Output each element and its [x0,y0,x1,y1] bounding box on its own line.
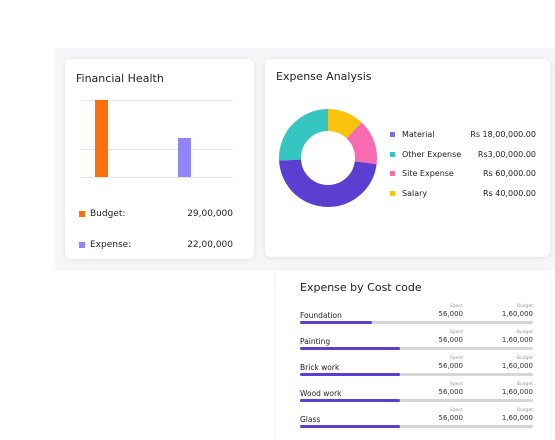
budget-column: Budget 1,60,000 [502,356,533,371]
grid-line [81,149,233,150]
legend-label: Site Expense [402,169,454,179]
expense-analysis-title: Expense Analysis [276,70,372,83]
budget-column: Budget 1,60,000 [502,330,533,345]
donut-segment[interactable] [279,109,377,207]
cost-code-name: Foundation [300,311,342,320]
spent-label: Spent [449,382,463,387]
spent-value: 56,000 [438,388,464,396]
budget-label: Budget [516,382,533,387]
budget-column: Budget 1,60,000 [502,382,533,397]
legend-value: Rs 60,000.00 [483,169,536,179]
budget-value: 29,00,000 [187,209,233,219]
spent-value: 56,000 [438,336,464,344]
budget-value: 1,60,000 [501,362,533,370]
progress-fill [300,347,401,350]
legend-item: Site Expense Rs 60,000.00 [390,164,536,184]
expense-label: Expense: [90,240,132,250]
spent-value: 56,000 [438,310,464,318]
cost-code-name: Glass [300,415,321,424]
cost-code-card: Expense by Cost code Foundation Spent 56,0… [276,270,550,440]
legend-value: Rs3,00,000.00 [477,149,536,159]
legend-swatch [390,151,395,157]
expense-bar[interactable] [178,137,191,177]
spent-column: Spent 56,000 [439,356,464,371]
progress-track [300,321,533,324]
grid-line [81,100,233,101]
legend-budget: Budget: 29,00,000 [79,209,233,219]
spent-column: Spent 56,000 [439,330,464,345]
progress-fill [300,321,373,324]
financial-health-title: Financial Health [76,72,164,85]
budget-label: Budget [516,330,533,335]
spent-label: Spent [449,304,463,309]
legend-swatch [390,190,395,196]
legend-item: Salary Rs 40,000.00 [390,184,536,204]
budget-value: 1,60,000 [501,414,533,422]
progress-fill [300,425,401,428]
progress-track [300,373,533,376]
legend-value: Rs 40,000.00 [483,188,536,198]
spent-label: Spent [449,330,463,335]
budget-label: Budget [516,408,533,413]
legend-label: Salary [402,188,428,198]
progress-track [300,425,533,428]
budget-value: 1,60,000 [501,388,533,396]
legend-label: Other Expense [402,149,462,159]
spent-column: Spent 56,000 [439,408,464,423]
cost-code-name: Painting [300,337,331,346]
budget-value: 1,60,000 [501,336,533,344]
legend-label: Material [402,130,435,140]
progress-track [300,399,533,402]
cost-code-row[interactable]: Painting Spent 56,000 Budget 1,60,000 [300,330,533,356]
expense-analysis-card: Expense Analysis Material Rs 18,00,000.00… [265,59,550,257]
expense-value: 22,00,000 [187,240,233,250]
financial-health-chart [65,59,254,189]
progress-fill [300,399,401,402]
legend-swatch [390,171,395,177]
progress-fill [300,373,401,376]
progress-track [300,347,533,350]
legend-item: Material Rs 18,00,000.00 [390,125,536,145]
spent-column: Spent 56,000 [439,382,464,397]
financial-health-card: Financial Health Budget: 29,00,000 Expen… [65,59,254,259]
cost-code-name: Brick work [300,363,340,372]
budget-column: Budget 1,60,000 [502,304,533,319]
expense-donut-chart [279,109,377,207]
expense-swatch [79,242,85,248]
donut-segment[interactable] [279,109,377,207]
budget-bar[interactable] [95,100,108,177]
spent-value: 56,000 [438,414,464,422]
budget-label: Budget [516,356,533,361]
spent-column: Spent 56,000 [439,304,464,319]
legend-value: Rs 18,00,000.00 [470,130,536,140]
spent-value: 56,000 [438,362,464,370]
cost-code-row[interactable]: Glass Spent 56,000 Budget 1,60,000 [300,408,533,434]
legend-expense: Expense: 22,00,000 [79,240,233,250]
cost-code-title: Expense by Cost code [300,281,422,294]
grid-line [81,177,233,178]
spent-label: Spent [449,356,463,361]
donut-segment[interactable] [279,109,377,207]
expense-legend: Material Rs 18,00,000.00 Other Expense Rs3,… [390,125,536,203]
budget-value: 1,60,000 [501,310,533,318]
budget-swatch [79,211,85,217]
cost-code-row[interactable]: Wood work Spent 56,000 Budget 1,60,000 [300,382,533,408]
legend-swatch [390,132,395,138]
legend-item: Other Expense Rs3,00,000.00 [390,145,536,165]
budget-label: Budget: [90,209,126,219]
budget-column: Budget 1,60,000 [502,408,533,423]
budget-label: Budget [516,304,533,309]
cost-code-row[interactable]: Foundation Spent 56,000 Budget 1,60,000 [300,304,533,330]
cost-code-row[interactable]: Brick work Spent 56,000 Budget 1,60,000 [300,356,533,382]
spent-label: Spent [449,408,463,413]
cost-code-name: Wood work [300,389,342,398]
